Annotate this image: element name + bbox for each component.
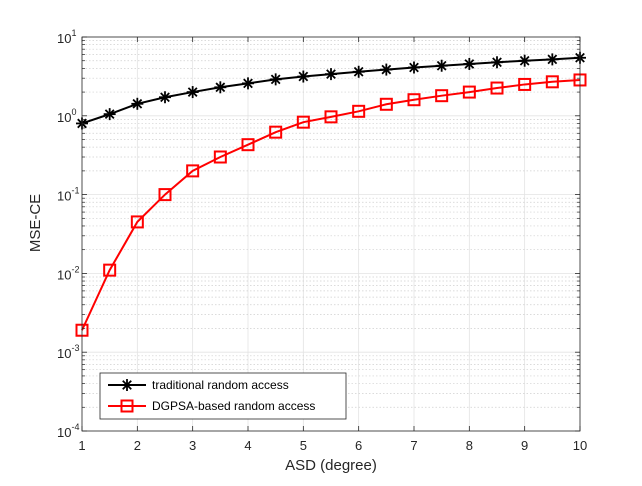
y-tick-label: 101	[57, 28, 76, 46]
series-1-point	[463, 57, 476, 70]
x-tick-label: 9	[521, 438, 528, 453]
axis-ticks: 1 2 3 4 5 6 7 8 9 10 10-4 10-3 10-2 10-1 100 101	[57, 28, 587, 453]
series-1-point	[103, 108, 116, 121]
asterisk-stroke	[464, 59, 475, 69]
y-tick-label: 10-4	[57, 422, 79, 440]
series-1-point	[131, 97, 144, 110]
asterisk-stroke	[160, 92, 170, 103]
legend-marker	[120, 399, 134, 413]
series-1-point	[352, 65, 365, 78]
legend-marker	[121, 379, 133, 391]
series-1-point	[186, 86, 199, 99]
y-axis-label: MSE-CE	[27, 194, 44, 252]
asterisk-stroke	[187, 87, 198, 97]
legend-label: traditional random access	[152, 378, 289, 392]
series-1-point	[408, 61, 420, 74]
asterisk-stroke	[122, 380, 132, 390]
series-1-point	[242, 77, 254, 90]
x-tick-label: 8	[466, 438, 473, 453]
series-2-point	[435, 89, 449, 103]
series-2-point	[158, 188, 172, 202]
series-2-point	[296, 115, 310, 129]
asterisk-stroke	[298, 71, 309, 82]
y-tick-label: 100	[57, 107, 76, 125]
legend-box	[99, 372, 347, 420]
series-2-point	[213, 150, 227, 164]
series-1-point	[269, 73, 282, 86]
series-2-point	[407, 93, 421, 107]
series-group	[75, 51, 587, 337]
series-2-line	[81, 78, 581, 331]
series-2-point	[518, 77, 532, 91]
series-1-point	[214, 81, 227, 94]
x-tick-label: 10	[573, 438, 587, 453]
series-2-point	[352, 104, 366, 118]
x-tick-label: 1	[78, 438, 85, 453]
series-1-point	[435, 59, 448, 72]
y-tick-label: 10-2	[57, 264, 79, 282]
plot-area	[82, 37, 580, 431]
asterisk-stroke	[381, 64, 392, 75]
plot-frame	[81, 36, 581, 432]
legend: traditional random access DGPSA-based ran…	[99, 372, 347, 420]
x-tick-label: 2	[134, 438, 141, 453]
asterisk-stroke	[104, 109, 115, 120]
asterisk-stroke	[353, 66, 364, 77]
series-1-point	[159, 91, 171, 104]
asterisk-stroke	[270, 74, 281, 85]
asterisk-stroke	[326, 69, 336, 80]
asterisk-stroke	[132, 98, 143, 109]
asterisk-stroke	[409, 62, 419, 73]
asterisk-stroke	[215, 82, 226, 93]
x-tick-label: 3	[189, 438, 196, 453]
asterisk-stroke	[547, 54, 558, 65]
series-1-point	[518, 54, 531, 67]
series-1-point	[546, 53, 559, 66]
series-2-point	[186, 164, 200, 178]
series-2-point	[103, 263, 117, 277]
series-2-point	[462, 85, 476, 99]
series-2-point	[130, 215, 144, 229]
series-1-point	[297, 70, 310, 83]
asterisk-stroke	[519, 55, 530, 66]
series-2-point	[545, 75, 559, 89]
series-1-point	[380, 63, 393, 76]
asterisk-stroke	[243, 78, 253, 89]
series-2-point	[379, 97, 393, 111]
asterisk-stroke	[436, 60, 447, 71]
y-tick-label: 10-3	[57, 343, 79, 361]
series-2-point	[324, 110, 338, 124]
x-tick-label: 5	[300, 438, 307, 453]
series-1-point	[325, 68, 337, 81]
series-1-point	[491, 56, 503, 69]
asterisk-stroke	[492, 57, 502, 68]
series-2-point	[269, 125, 283, 139]
series-2-point	[490, 81, 504, 95]
x-tick-label: 7	[410, 438, 417, 453]
series-2-point	[241, 138, 255, 152]
legend-label: DGPSA-based random access	[152, 399, 315, 413]
x-tick-label: 6	[355, 438, 362, 453]
y-tick-label: 10-1	[57, 186, 79, 204]
x-tick-label: 4	[244, 438, 251, 453]
x-axis-label: ASD (degree)	[285, 457, 377, 474]
